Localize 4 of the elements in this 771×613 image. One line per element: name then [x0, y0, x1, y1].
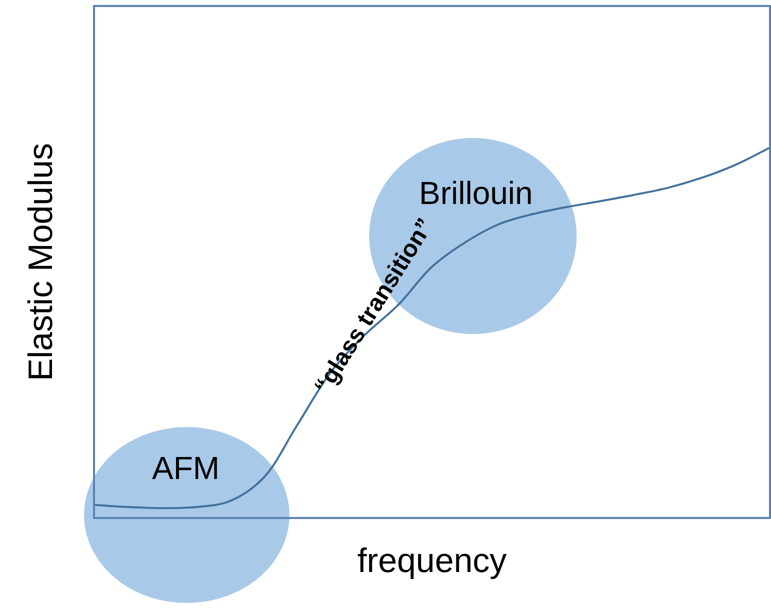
annotation: Brillouin — [419, 175, 533, 211]
y-axis-title: Elastic Modulus — [22, 142, 60, 382]
x-axis-title: frequency — [357, 542, 507, 580]
annotation: AFM — [152, 450, 220, 486]
